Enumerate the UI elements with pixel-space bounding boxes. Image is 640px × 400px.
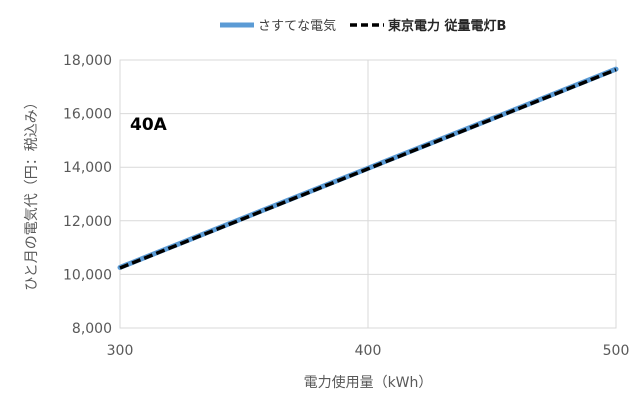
series-line-2 <box>119 68 617 270</box>
x-axis-title: 電力使用量（kWh） <box>304 374 433 391</box>
x-axis: 300 400 500 <box>107 343 630 359</box>
y-tick-label: 8,000 <box>72 321 112 337</box>
y-tick-label: 12,000 <box>63 214 112 230</box>
x-tick-label: 400 <box>355 343 382 359</box>
legend-label-1: さすてな電気 <box>258 18 336 34</box>
plot-area-border <box>119 59 617 329</box>
y-axis: 8,000 10,000 12,000 14,000 16,000 18,000 <box>63 53 112 337</box>
legend: さすてな電気 東京電力 従量電灯B <box>220 18 506 34</box>
legend-label-2: 東京電力 従量電灯B <box>388 18 506 34</box>
x-tick-label: 300 <box>107 343 134 359</box>
y-tick-label: 14,000 <box>63 160 112 176</box>
x-tick-label: 500 <box>603 343 630 359</box>
y-tick-label: 16,000 <box>63 107 112 123</box>
y-tick-label: 10,000 <box>63 267 112 283</box>
series-layer <box>117 66 619 270</box>
y-axis-title: ひと月の電気代（円：税込み） <box>24 95 40 291</box>
chart-annotation: 40A <box>130 115 168 135</box>
y-tick-label: 18,000 <box>63 53 112 69</box>
